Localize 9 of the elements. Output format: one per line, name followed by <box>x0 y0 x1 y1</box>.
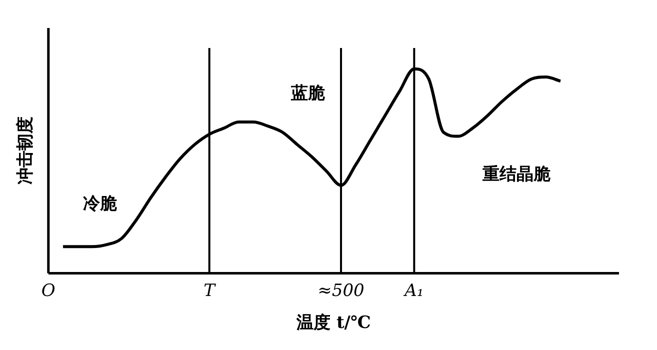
x-axis-title: 温度 t/℃ <box>296 313 371 334</box>
x-tick-label: O <box>41 280 56 301</box>
x-tick-label: ≈500 <box>318 280 365 301</box>
annotation: 冷脆 <box>82 194 117 214</box>
annotation: 重结晶脆 <box>481 164 550 185</box>
x-tick-label: T <box>204 280 217 301</box>
y-axis-title: 冲击韧度 <box>16 116 36 185</box>
annotation: 蓝脆 <box>290 84 326 104</box>
x-tick-label: A₁ <box>402 280 424 301</box>
